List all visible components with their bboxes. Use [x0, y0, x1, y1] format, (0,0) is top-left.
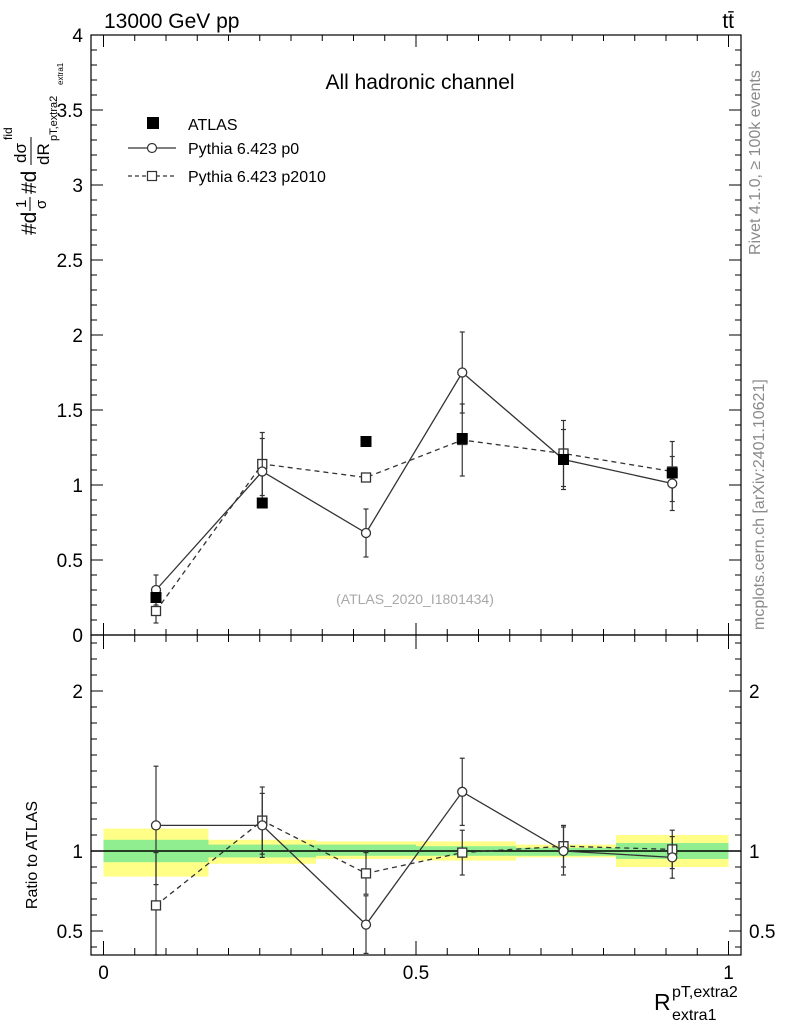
main-y-tick-label: 0.5 [57, 551, 83, 572]
data-point-atlas [256, 497, 268, 509]
data-point-p0 [360, 919, 372, 930]
data-point-p0 [257, 820, 268, 831]
legend: ATLAS Pythia 6.423 p0 Pythia 6.423 p2010 [128, 117, 326, 186]
data-point-p2010 [150, 900, 162, 911]
process-title: tt̄ [722, 10, 734, 33]
analysis-watermark: (ATLAS_2020_I1801434) [336, 591, 494, 607]
x-tick-label: 1 [723, 963, 734, 984]
x-tick-label: 0.5 [403, 963, 429, 984]
xlabel-main: R [654, 989, 671, 1015]
x-tick-label: 0 [98, 963, 109, 984]
rivet-version-label: Rivet 4.1.0, ≥ 100k events [747, 70, 764, 255]
legend-p0-label: Pythia 6.423 p0 [188, 141, 299, 158]
data-point-atlas [456, 433, 468, 444]
ratio-y-tick-label: 2 [72, 682, 83, 703]
main-y-tick-label: 3 [72, 176, 83, 197]
ylabel-part-dsig: dσ [11, 143, 30, 163]
data-point-p0 [150, 820, 162, 831]
data-point-p2010 [360, 868, 372, 879]
main-y-tick-label: 1.5 [57, 401, 83, 422]
data-point-p0 [457, 786, 468, 797]
ylabel-part-subextra: extra1 [56, 62, 65, 85]
main-y-tick-label: 0 [72, 626, 83, 647]
ratio-y-tick-label-right: 2 [749, 682, 760, 703]
data-point-p0 [667, 852, 678, 863]
xlabel-sub: extra1 [672, 1007, 717, 1024]
ratio-y-tick-label-right: 1 [749, 842, 760, 863]
data-point-p2010 [360, 472, 372, 483]
main-y-tick-label: 4 [72, 26, 83, 47]
source-label: mcplots.cern.ch [arXiv:2401.10621] [751, 379, 768, 630]
ratio-panel: 0.5 0.5 1 1 2 2 0 0.5 1 Ratio to ATLAS [24, 634, 775, 984]
ratio-y-tick-label: 1 [72, 842, 83, 863]
main-panel: 0 0.5 1 1.5 2 2.5 3 3.5 4 All hadronic channel (… [57, 26, 742, 647]
data-point-p0 [257, 466, 268, 477]
main-y-tick-label: 3.5 [57, 101, 83, 122]
series-line [155, 819, 673, 906]
data-point-p0 [360, 527, 372, 539]
legend-atlas-label: ATLAS [188, 117, 238, 134]
data-point-p2010 [457, 847, 468, 858]
main-y-axis-label: #d 1 σ #d dσ fid dR pT,extra2 extra1 [1, 62, 65, 235]
ylabel-part-fid: fid [1, 127, 15, 140]
data-point-atlas [360, 436, 372, 447]
legend-p0-marker [146, 142, 158, 154]
chart-title: All hadronic channel [325, 71, 514, 94]
x-axis-label: R pT,extra2 extra1 [654, 984, 738, 1024]
xlabel-sup: pT,extra2 [672, 984, 738, 1001]
ratio-y-axis-label: Ratio to ATLAS [24, 801, 41, 909]
data-point-atlas [666, 467, 678, 479]
ratio-y-tick-label-right: 0.5 [749, 922, 775, 943]
main-y-tick-label: 1 [72, 476, 83, 497]
legend-atlas-marker [147, 117, 159, 129]
main-y-tick-label: 2 [72, 326, 83, 347]
main-y-tick-label: 2.5 [57, 251, 83, 272]
ylabel-part-dr: dR [34, 143, 53, 165]
ratio-inner-band [316, 844, 416, 856]
ylabel-part-main: #d [18, 212, 41, 235]
ratio-frame [90, 634, 742, 956]
data-point-p0 [667, 478, 678, 489]
legend-p2010-label: Pythia 6.423 p2010 [188, 169, 326, 186]
series-line [155, 439, 673, 612]
ylabel-part-frac: 1 [13, 200, 30, 208]
ylabel-part-subpt: pT,extra2 [48, 96, 60, 141]
series-line [156, 790, 673, 926]
ylabel-part-mid: #d [18, 171, 41, 194]
data-point-p0 [457, 367, 468, 378]
data-point-p2010 [150, 605, 162, 617]
collision-title: 13000 GeV pp [104, 10, 239, 33]
data-point-atlas [558, 454, 569, 465]
legend-p2010-marker [146, 170, 158, 182]
series-line [155, 371, 673, 591]
data-point-atlas [150, 592, 162, 603]
ylabel-part-sigma: σ [33, 199, 50, 209]
ratio-y-tick-label: 0.5 [57, 922, 83, 943]
data-point-p0 [558, 845, 569, 857]
